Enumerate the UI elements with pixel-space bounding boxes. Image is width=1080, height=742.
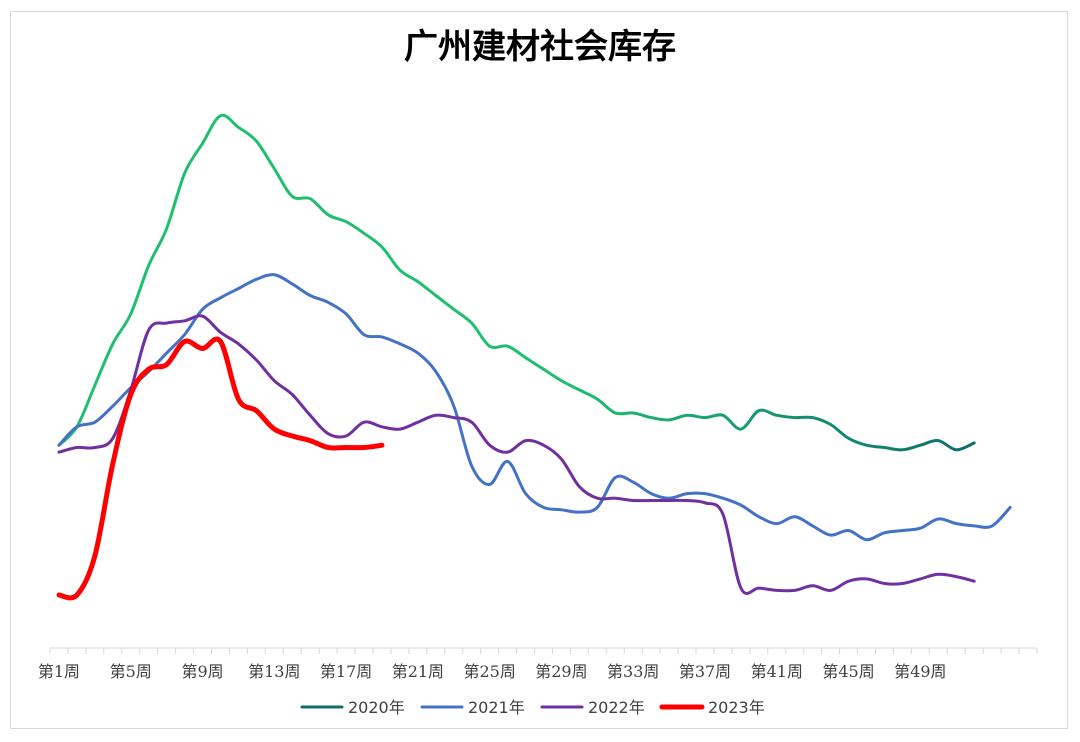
x-tick-label: 第45周 xyxy=(822,662,874,681)
x-tick-label: 第37周 xyxy=(679,662,731,681)
legend-label: 2023年 xyxy=(708,698,765,717)
x-axis: 第1周 第5周 第9周 第13周 第17周 第21周 第25周 第29周 第33周 第37周 第41… xyxy=(38,647,1038,681)
x-tick-label: 第33周 xyxy=(607,662,659,681)
x-tick-label: 第25周 xyxy=(463,662,515,681)
legend-label: 2021年 xyxy=(468,698,525,717)
series-line-2 xyxy=(57,273,1012,542)
legend: 2020年 2021年 2022年 2023年 xyxy=(300,698,765,717)
x-tick-label: 第21周 xyxy=(392,662,444,681)
x-tick-label: 第13周 xyxy=(248,662,300,681)
legend-label: 2020年 xyxy=(348,698,405,717)
x-tick-label: 第1周 xyxy=(38,662,80,681)
series-line-3 xyxy=(57,314,976,595)
series-lines xyxy=(56,113,1012,601)
x-tick-label: 第9周 xyxy=(181,662,223,681)
x-tick-label: 第5周 xyxy=(110,662,152,681)
x-tick-label: 第49周 xyxy=(894,662,946,681)
legend-label: 2022年 xyxy=(588,698,645,717)
chart-title: 广州建材社会库存 xyxy=(404,27,676,67)
series-line-4 xyxy=(56,336,385,601)
chart-frame xyxy=(10,11,1068,729)
x-tick-label: 第17周 xyxy=(320,662,372,681)
series-line-1 xyxy=(57,113,976,452)
x-tick-label: 第29周 xyxy=(535,662,587,681)
x-tick-label: 第41周 xyxy=(751,662,803,681)
